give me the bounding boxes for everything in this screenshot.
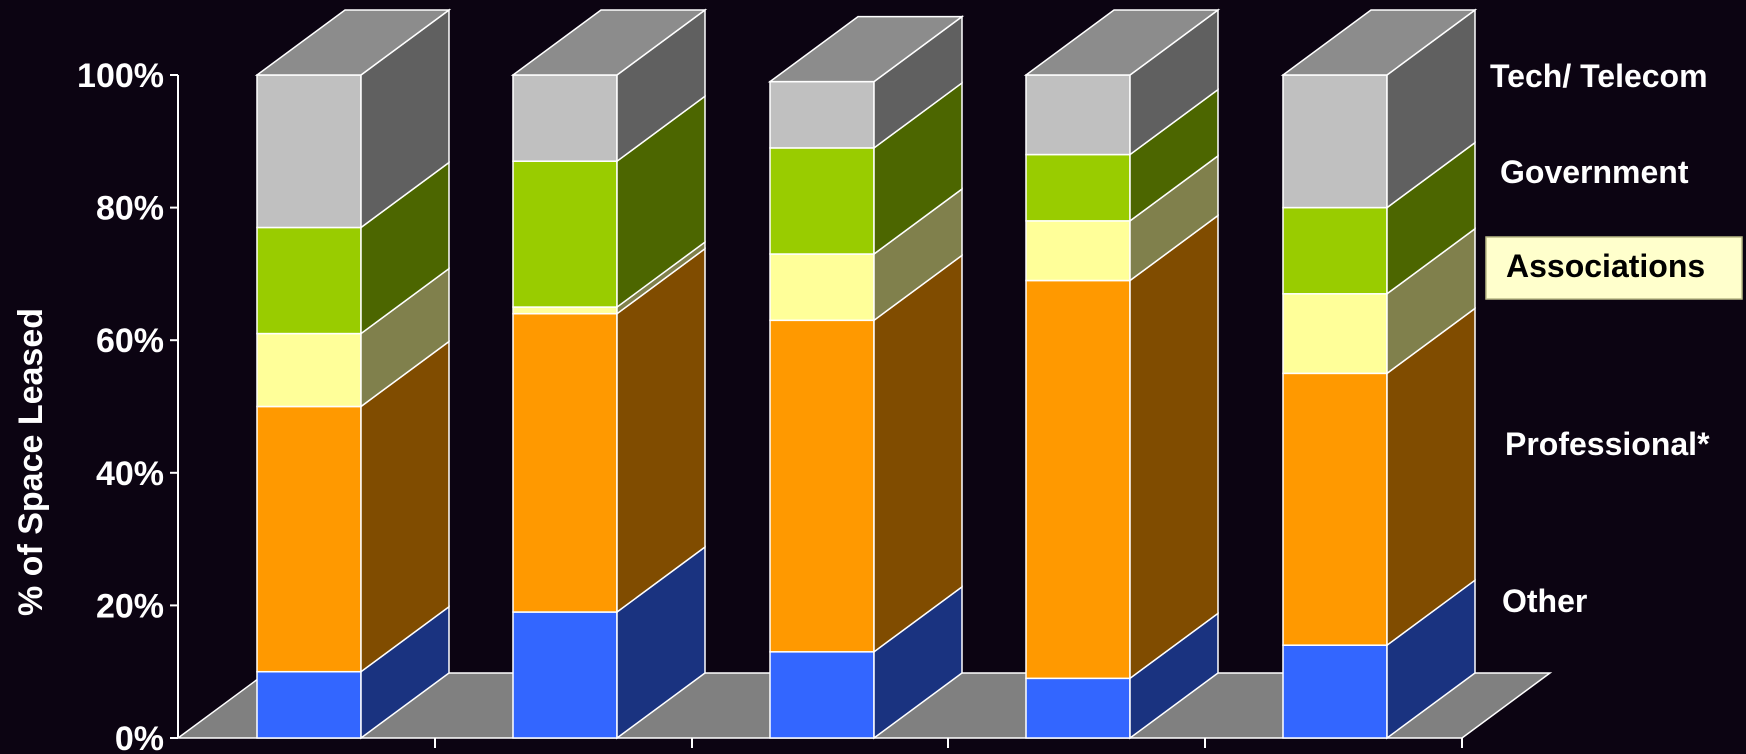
bar-segment bbox=[769, 319, 875, 653]
bar-segment bbox=[1025, 153, 1131, 222]
y-tick-label: 80% bbox=[96, 190, 164, 228]
bar-top bbox=[254, 9, 452, 76]
bar-segment bbox=[1282, 74, 1388, 209]
bar-segment bbox=[256, 405, 362, 673]
legend-label: Associations bbox=[1506, 248, 1705, 284]
bar-segment-side bbox=[1129, 214, 1219, 680]
bar-segment bbox=[256, 74, 362, 229]
bar-segment bbox=[1282, 293, 1388, 375]
bar-segment bbox=[512, 312, 618, 613]
bar-stack bbox=[254, 8, 452, 740]
bar-segment bbox=[512, 306, 618, 315]
bar-segment bbox=[769, 147, 875, 255]
bar-segment bbox=[256, 226, 362, 335]
bar-segment bbox=[256, 670, 362, 739]
bar-segment bbox=[1282, 372, 1388, 646]
bar-segment bbox=[1282, 206, 1388, 295]
bar-segment bbox=[512, 611, 618, 739]
bar-stack bbox=[1023, 8, 1221, 740]
legend-label: Government bbox=[1500, 154, 1689, 190]
bar-top bbox=[510, 9, 708, 76]
bar-segment bbox=[1025, 279, 1131, 680]
bar-segment bbox=[1025, 677, 1131, 739]
bar-segment bbox=[1025, 220, 1131, 282]
bar-segment bbox=[769, 253, 875, 322]
y-axis: 0% 20% 40% 60% 80% 100% bbox=[77, 57, 1463, 754]
bar-segment bbox=[1282, 644, 1388, 739]
legend: Other Professional* Associations Government… bbox=[1485, 58, 1743, 619]
y-tick-label: 100% bbox=[77, 57, 164, 95]
y-axis-label: % of Space Leased bbox=[12, 308, 50, 616]
bar-top bbox=[1023, 9, 1221, 76]
y-tick-label: 60% bbox=[96, 322, 164, 360]
bar-stack bbox=[510, 8, 708, 740]
bar-segment bbox=[769, 651, 875, 739]
y-tick-label: 40% bbox=[96, 455, 164, 493]
bar-segment bbox=[1025, 74, 1131, 156]
bar-segment-side bbox=[873, 253, 963, 654]
legend-highlight-box bbox=[1485, 236, 1743, 300]
bars-layer bbox=[254, 8, 1478, 740]
bar-segment bbox=[512, 74, 618, 162]
y-tick-label: 0% bbox=[115, 720, 164, 754]
legend-label: Other bbox=[1502, 583, 1587, 619]
bar-stack bbox=[767, 15, 965, 740]
bar-stack bbox=[1280, 8, 1478, 740]
bar-segment bbox=[256, 332, 362, 408]
bar-top bbox=[767, 15, 965, 83]
legend-label: Tech/ Telecom bbox=[1490, 58, 1708, 94]
bar-segment bbox=[512, 160, 618, 308]
y-tick-label: 20% bbox=[96, 587, 164, 625]
legend-label: Professional* bbox=[1505, 426, 1710, 462]
bar-segment bbox=[769, 80, 875, 149]
bar-top bbox=[1280, 9, 1478, 76]
